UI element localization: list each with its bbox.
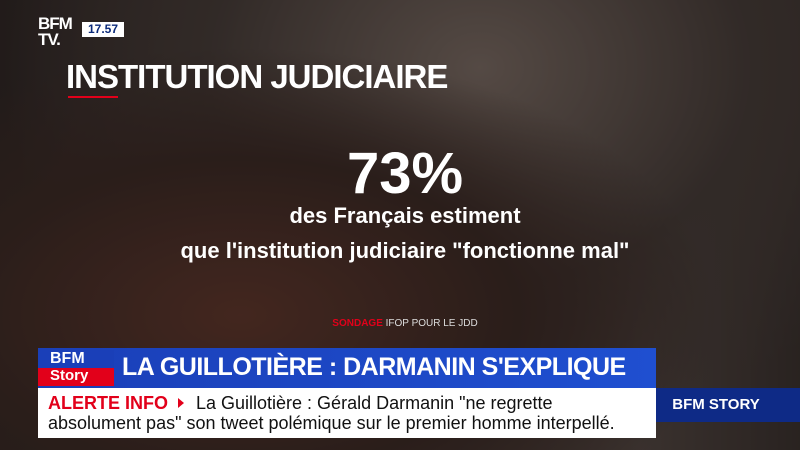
headline: LA GUILLOTIÈRE : DARMANIN S'EXPLIQUE bbox=[122, 353, 626, 381]
source-text: IFOP POUR LE JDD bbox=[385, 318, 478, 329]
ticker-text: La Guillotière : Gérald Darmanin "ne reg… bbox=[196, 393, 553, 413]
channel-box bbox=[656, 388, 800, 422]
channel-name: BFM STORY bbox=[672, 396, 760, 413]
ticker-bar bbox=[38, 388, 656, 438]
panel-title: INSTITUTION JUDICIAIRE bbox=[66, 58, 448, 95]
story-logo-bottom: Story bbox=[50, 367, 89, 384]
alert-arrow bbox=[178, 398, 184, 408]
story-logo-top: BFM bbox=[50, 350, 85, 367]
source: SONDAGE IFOP POUR LE JDD bbox=[305, 318, 505, 329]
clock: 17.57 bbox=[82, 22, 124, 37]
stat-line: que l'institution judiciaire "fonctionne… bbox=[180, 238, 630, 263]
logo-top: BFM bbox=[38, 14, 73, 33]
headline-bar bbox=[38, 348, 656, 388]
logo: BFM TV. bbox=[38, 14, 73, 49]
stat: 73% bbox=[346, 141, 464, 206]
story-logo: BFM Story bbox=[38, 350, 114, 386]
logo-bottom: TV. bbox=[38, 30, 61, 49]
source-label: SONDAGE bbox=[332, 318, 383, 329]
alert-label: ALERTE INFO bbox=[48, 393, 168, 413]
ticker-text: absolument pas" son tweet polémique sur … bbox=[48, 413, 615, 433]
title-underline bbox=[68, 96, 118, 98]
stat-line: des Français estiment bbox=[289, 203, 521, 228]
